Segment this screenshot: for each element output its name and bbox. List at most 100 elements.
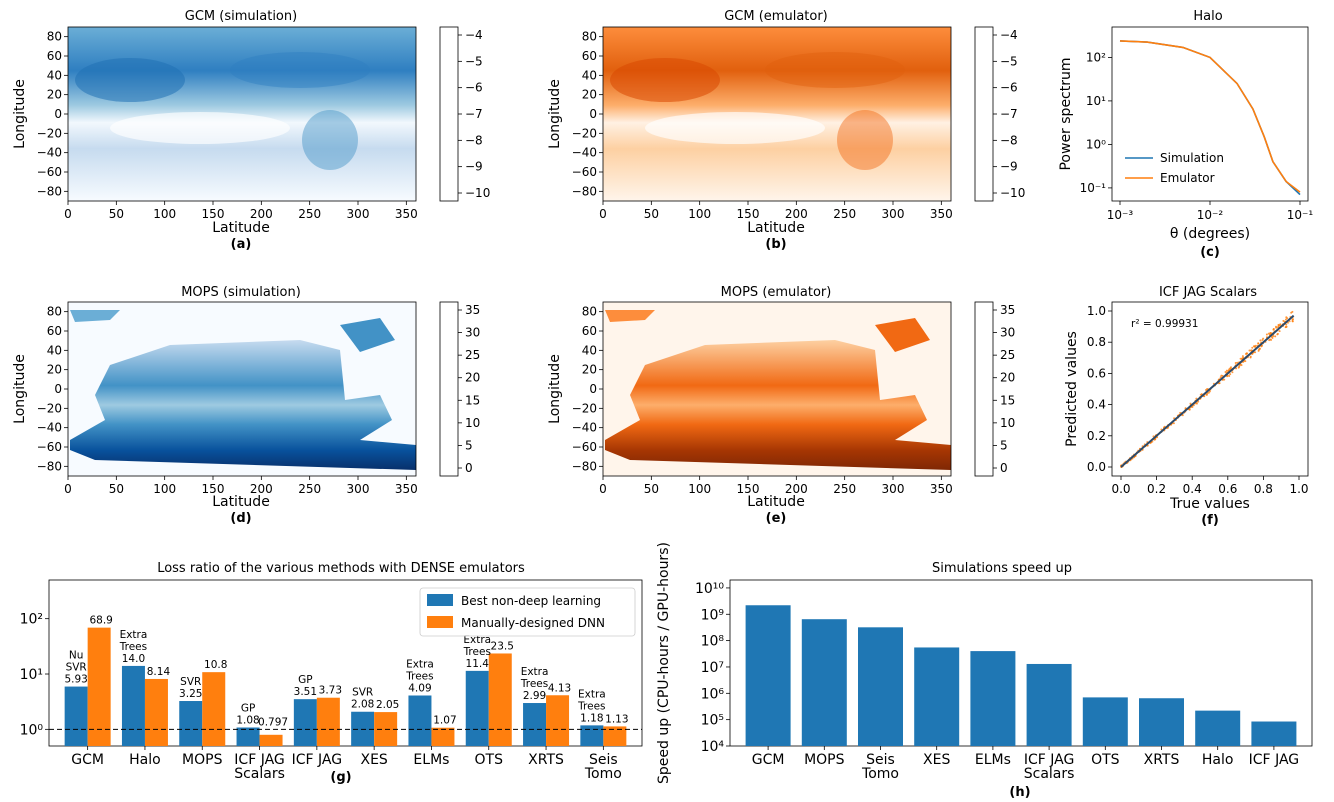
x-tick-label: 100 <box>153 207 176 221</box>
x-category-label: Seis <box>589 752 618 768</box>
x-tick-label: 0.4 <box>1183 482 1202 496</box>
x-category-label: XRTS <box>528 752 564 768</box>
scatter-point <box>1254 351 1257 354</box>
y-tick-label: −80 <box>572 459 597 473</box>
panel-a-title: GCM (simulation) <box>185 9 297 24</box>
y-tick-label: 10² <box>20 612 43 628</box>
panel-e: MOPS (emulator) 0 50 100 150 200 250 300 350 80… <box>547 285 1015 526</box>
legend-box <box>419 587 636 637</box>
panel-f-yticks: 1.0 0.8 0.6 0.4 0.2 0.0 <box>1087 304 1112 474</box>
y-tick-label: 0 <box>54 382 62 396</box>
colorbar-tick-label: −9 <box>465 160 483 174</box>
bar-label-best-non-deep: 1.08 <box>236 714 259 726</box>
fit-line <box>1120 314 1295 468</box>
panel-d-yticks: 80 60 40 20 0 −20 −40 −60 −80 <box>37 305 68 473</box>
x-tick-label: 50 <box>644 207 659 221</box>
scatter-point <box>1249 355 1252 358</box>
bar-label-best-non-deep: Extra <box>406 658 434 670</box>
bar-label-best-non-deep: GP <box>241 702 255 714</box>
bar-label-best-non-deep: 5.93 <box>64 674 87 686</box>
scatter-point <box>1191 406 1194 408</box>
scatter-point <box>1278 330 1281 333</box>
y-tick-label: −40 <box>572 421 597 435</box>
y-tick-label: −40 <box>572 146 597 160</box>
x-category-label: ICF JAG <box>1249 752 1299 768</box>
y-tick-label: 10⁰ <box>20 722 44 738</box>
panel-d-colorbar-ticks: 35 30 25 20 15 10 5 0 <box>458 303 480 475</box>
y-tick-label: −60 <box>572 440 597 454</box>
bar-label-best-non-deep: Extra <box>578 688 606 700</box>
bar-best-non-deep <box>236 727 260 746</box>
bar-dnn <box>316 697 340 746</box>
x-category-label: Halo <box>1202 752 1234 768</box>
colorbar-tick-label: −5 <box>1000 54 1018 68</box>
bar-label-best-non-deep: Trees <box>405 670 433 682</box>
y-tick-label: −60 <box>37 440 62 454</box>
bar-best-non-deep <box>293 699 317 746</box>
bar-label-best-non-deep: 2.08 <box>351 699 374 711</box>
x-tick-label: 200 <box>250 482 273 496</box>
scatter-point <box>1220 374 1223 377</box>
panel-a-xlabel: Latitude <box>212 220 270 236</box>
x-category-label: Seis <box>866 752 895 768</box>
bar-label-dnn: 4.13 <box>548 682 571 694</box>
bar-label-best-non-deep: SVR <box>352 687 373 699</box>
heatmap-feature <box>610 58 720 102</box>
scatter-point <box>1285 323 1288 326</box>
scatter-point <box>1229 373 1232 376</box>
panel-h-title: Simulations speed up <box>932 561 1072 576</box>
panel-a-xticks: 0 50 100 150 200 250 300 350 <box>64 201 418 221</box>
y-tick-label: −20 <box>37 126 62 140</box>
bar-best-non-deep <box>465 670 489 746</box>
x-tick-label: 100 <box>688 207 711 221</box>
colorbar-tick-label: −4 <box>1000 28 1018 42</box>
scatter-point <box>1271 337 1274 339</box>
y-tick-label: 10⁹ <box>701 607 725 623</box>
panel-c-xticks: 10⁻³ 10⁻² 10⁻¹ <box>1107 201 1313 222</box>
scatter-point <box>1254 344 1257 347</box>
bar-label-dnn: 10.8 <box>204 659 227 671</box>
scatter-point <box>1274 335 1277 338</box>
panel-b-colorbar-ticks: −4 −5 −6 −7 −8 −9 −10 <box>993 28 1025 200</box>
panel-c-legend: Simulation Emulator <box>1125 151 1224 185</box>
y-tick-label: −40 <box>37 146 62 160</box>
x-tick-label: 0 <box>599 482 607 496</box>
panel-f-xlabel: True values <box>1169 496 1250 512</box>
scatter-point <box>1241 357 1244 360</box>
scatter-point <box>1245 352 1248 355</box>
x-tick-label: 350 <box>395 207 418 221</box>
y-tick-label: 80 <box>47 305 62 319</box>
panel-f-annotation: r² = 0.99931 <box>1131 318 1198 330</box>
panel-c-xlabel: θ (degrees) <box>1170 226 1250 242</box>
bar-dnn <box>546 695 570 746</box>
x-tick-label: 100 <box>688 482 711 496</box>
colorbar-tick-label: −7 <box>465 107 483 121</box>
colorbar-tick-label: −4 <box>465 28 483 42</box>
scatter-point <box>1219 376 1222 379</box>
scatter-point <box>1224 371 1227 373</box>
y-tick-label: 10⁶ <box>701 686 725 702</box>
colorbar-tick-label: 5 <box>1000 438 1008 452</box>
colorbar-tick-label: 25 <box>1000 348 1015 362</box>
mops-emulator-ocean <box>875 318 930 352</box>
bar-label-best-non-deep: Extra <box>463 634 491 646</box>
y-tick-label: 0.4 <box>1087 398 1106 412</box>
y-tick-label: 60 <box>582 49 597 63</box>
y-tick-label: 0 <box>589 382 597 396</box>
bar-speed-up <box>745 605 791 746</box>
x-category-label: GCM <box>71 752 104 768</box>
scatter-point <box>1207 391 1210 394</box>
bar-label-dnn: 0.797 <box>258 716 288 728</box>
bar-label-dnn: 3.73 <box>319 685 342 697</box>
bar-label-best-non-deep: 11.4 <box>466 658 490 670</box>
y-tick-label: 40 <box>582 343 597 357</box>
x-category-label: MOPS <box>182 752 223 768</box>
panel-b-ylabel: Longitude <box>547 79 563 149</box>
scatter-point <box>1275 325 1277 328</box>
bar-label-best-non-deep: Trees <box>520 678 548 690</box>
y-tick-label: 10⁷ <box>701 660 724 676</box>
legend-label-simulation: Simulation <box>1160 151 1224 165</box>
scatter-point <box>1291 320 1294 323</box>
